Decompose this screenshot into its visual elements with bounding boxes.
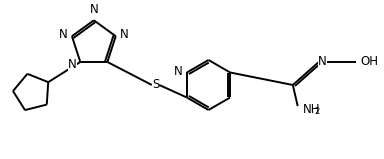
Text: N: N <box>174 65 183 78</box>
Text: N: N <box>89 3 98 16</box>
Text: N: N <box>120 28 129 41</box>
Text: N: N <box>68 58 76 71</box>
Text: N: N <box>59 28 68 41</box>
Text: NH: NH <box>303 104 320 117</box>
Text: OH: OH <box>360 55 378 69</box>
Text: 2: 2 <box>315 107 320 116</box>
Text: N: N <box>318 55 327 69</box>
Text: S: S <box>152 79 159 91</box>
